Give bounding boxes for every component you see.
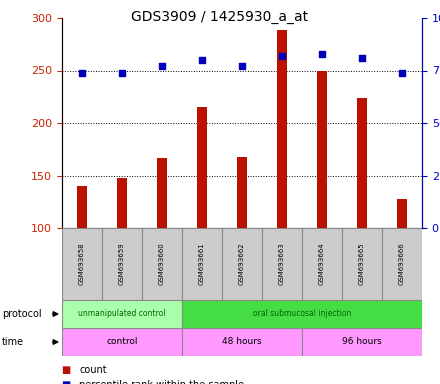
Bar [222, 228, 262, 300]
Point [359, 55, 366, 61]
Text: 48 hours: 48 hours [222, 338, 262, 346]
Bar [302, 228, 342, 300]
Bar [182, 228, 222, 300]
Text: GSM693658: GSM693658 [79, 243, 85, 285]
Text: oral submucosal injection: oral submucosal injection [253, 310, 351, 318]
Point [319, 51, 326, 57]
Text: ■: ■ [62, 365, 71, 375]
Bar [182, 300, 422, 328]
Bar [342, 228, 382, 300]
Text: time: time [2, 337, 24, 347]
Bar [62, 328, 182, 356]
Point [78, 70, 85, 76]
Point [238, 63, 246, 70]
Bar [317, 71, 327, 228]
Text: GSM693659: GSM693659 [119, 243, 125, 285]
Bar [62, 228, 102, 300]
Text: control: control [106, 338, 138, 346]
Point [198, 57, 205, 63]
Bar [77, 186, 87, 228]
Text: unmanipulated control: unmanipulated control [78, 310, 166, 318]
Bar [302, 328, 422, 356]
Point [399, 70, 406, 76]
Text: GSM693662: GSM693662 [239, 243, 245, 285]
Bar [357, 98, 367, 228]
Bar [142, 228, 182, 300]
Text: GSM693661: GSM693661 [199, 243, 205, 285]
Bar [62, 300, 182, 328]
Text: GSM693666: GSM693666 [399, 243, 405, 285]
Text: protocol: protocol [2, 309, 42, 319]
Bar [277, 30, 287, 228]
Text: GSM693665: GSM693665 [359, 243, 365, 285]
Point [279, 53, 286, 59]
Text: percentile rank within the sample: percentile rank within the sample [79, 381, 244, 384]
Text: ■: ■ [62, 381, 71, 384]
Text: GSM693660: GSM693660 [159, 243, 165, 285]
Text: GDS3909 / 1425930_a_at: GDS3909 / 1425930_a_at [132, 10, 308, 23]
Text: GSM693663: GSM693663 [279, 243, 285, 285]
Point [158, 63, 165, 70]
Text: 96 hours: 96 hours [342, 338, 382, 346]
Text: GSM693664: GSM693664 [319, 243, 325, 285]
Bar [102, 228, 142, 300]
Text: count: count [79, 365, 107, 375]
Bar [262, 228, 302, 300]
Bar [157, 158, 167, 228]
Bar [117, 177, 127, 228]
Bar [397, 199, 407, 228]
Point [118, 70, 125, 76]
Bar [382, 228, 422, 300]
Bar [182, 328, 302, 356]
Bar [237, 157, 247, 228]
Bar [197, 107, 207, 228]
